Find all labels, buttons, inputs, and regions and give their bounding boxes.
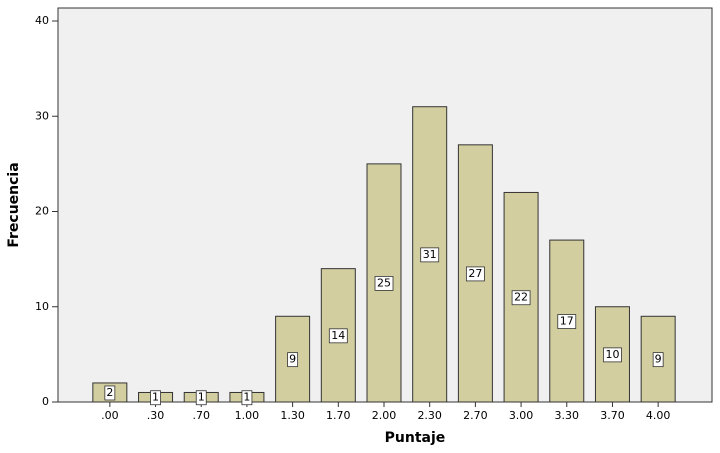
label-box [241,390,253,406]
data-label: 25 [377,276,391,289]
data-label: 14 [331,329,345,342]
data-label: 1 [152,391,159,404]
x-tick-label: 4.00 [646,409,671,422]
y-axis-title: Frecuencia [6,162,22,247]
x-tick-label: 1.30 [280,409,305,422]
x-tick-label: 1.70 [326,409,351,422]
label-box [328,328,348,344]
label-box [511,290,531,306]
x-tick-label: 3.00 [509,409,534,422]
data-label: 9 [289,353,296,366]
label-box [465,266,485,282]
label-box [104,385,116,401]
x-tick-label: .00 [101,409,119,422]
label-box [420,247,440,263]
x-tick-label: 1.00 [235,409,260,422]
data-label: 10 [605,348,619,361]
data-label: 1 [243,391,250,404]
y-tick-label: 20 [35,205,49,218]
label-box [150,390,161,406]
data-label: 27 [468,267,482,280]
label-box [287,352,299,368]
bar [457,144,493,403]
data-label: 1 [198,391,205,404]
data-label: 17 [560,315,574,328]
x-tick-label: .30 [147,409,165,422]
x-tick-label: 3.30 [555,409,580,422]
x-tick-label: 2.30 [417,409,442,422]
x-tick-label: 2.70 [463,409,488,422]
label-box [603,347,622,363]
x-tick-label: .70 [192,409,210,422]
x-tick-label: 2.00 [372,409,397,422]
label-box [652,352,664,368]
data-label: 31 [423,248,437,261]
x-tick-label: 3.70 [600,409,625,422]
y-tick-label: 30 [35,109,49,122]
data-label: 22 [514,291,528,304]
x-axis-title: Puntaje [385,430,446,446]
label-box [557,314,577,329]
label-box [374,276,394,291]
label-box [195,390,207,406]
y-tick-label: 10 [35,300,49,313]
y-tick-label: 40 [35,14,49,27]
data-label: 9 [655,353,662,366]
y-tick-label: 0 [42,395,49,408]
data-label: 2 [106,386,113,399]
